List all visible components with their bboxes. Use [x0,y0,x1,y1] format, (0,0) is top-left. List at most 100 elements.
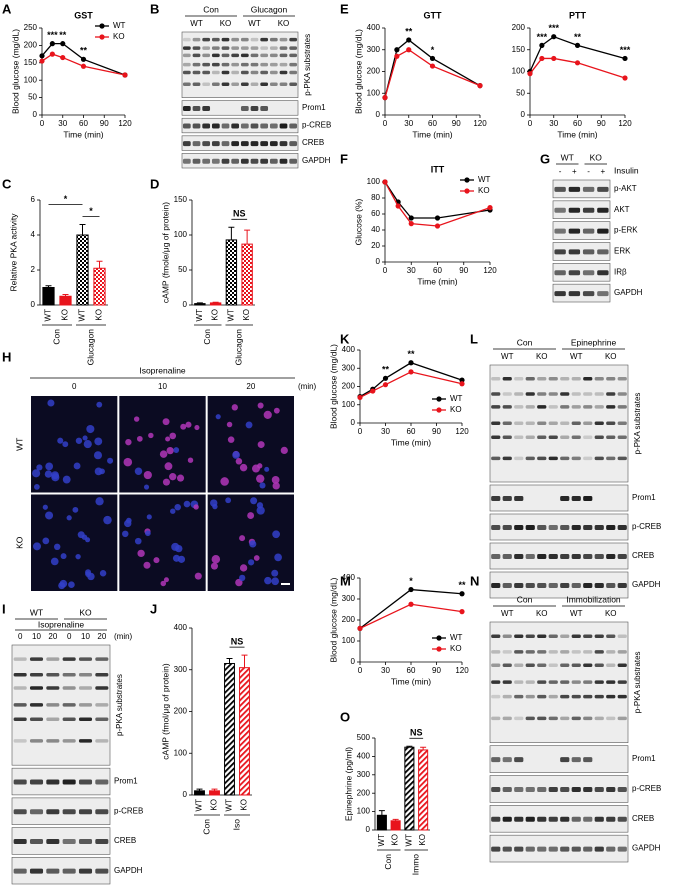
data-point [382,382,389,388]
band [62,686,76,690]
data-point [394,53,400,59]
band [491,694,501,699]
band [548,525,558,530]
band [597,207,609,213]
band [606,392,616,396]
y-tick-label: 400 [342,573,356,582]
error-bar [79,224,86,235]
blot-strip [11,827,111,855]
blot-row-label: CREB [632,551,654,560]
y-tick-label: 200 [367,67,381,76]
band [78,657,93,661]
band [548,650,558,654]
band [491,786,501,792]
band [537,435,547,440]
band [582,270,595,276]
data-point [551,34,557,40]
cell [174,503,181,511]
band [537,716,547,721]
cell [226,421,233,428]
cell [172,554,181,562]
band [502,377,512,381]
cell [60,553,67,560]
x-axis-label: Time (min) [391,676,431,686]
x-tick-label: 30 [381,427,390,436]
band [62,809,76,815]
cell [82,435,88,441]
cell [271,577,280,586]
blot-row-label: Prom1 [302,103,326,112]
band [231,62,240,67]
cell [193,504,199,510]
cell [93,451,103,460]
band [571,786,581,792]
band [571,496,581,501]
band [13,717,27,722]
band [62,838,76,844]
band [548,634,558,638]
lane-label: WT [570,352,583,361]
row-label: KO [14,536,24,549]
lane-label: WT [501,352,514,361]
band [46,673,60,677]
band [571,525,581,530]
cell [264,466,270,472]
blot-strip [181,135,299,151]
x-tick-label: WT [226,309,235,322]
band [594,392,604,396]
significance: ** [80,46,88,56]
blot-strip [489,805,629,833]
x-tick-label: 0 [358,427,363,436]
band [571,421,581,425]
band [289,70,298,75]
band [525,634,535,638]
cell [32,469,41,478]
band [560,634,570,638]
error-bar [212,301,219,303]
band [571,456,581,461]
legend-marker [436,396,442,402]
band [182,158,191,164]
y-tick-label: 200 [342,615,356,624]
x-tick-label: 0 [358,666,363,675]
band [560,554,570,559]
cell [185,421,192,428]
lane-label: 10 [81,632,90,641]
band [491,650,501,654]
cell [123,457,133,467]
lane-label: WT [570,609,583,618]
cell [256,506,265,515]
band [525,377,535,381]
band [13,779,27,785]
band [491,583,501,588]
legend-label: KO [450,405,462,414]
band [211,53,220,58]
band [62,703,76,707]
blot-strip [489,484,629,512]
data-point [574,60,581,66]
band [514,583,524,588]
band [279,82,288,87]
band [231,70,240,75]
band [13,809,27,815]
x-tick-label: 90 [459,266,468,275]
treatment-label: Insulin [614,165,639,175]
band [221,46,230,50]
group-label: Con [383,854,393,870]
band [583,525,593,530]
bar [194,790,205,796]
x-tick-label: KO [391,834,400,846]
band [548,435,558,440]
x-tick-label: 120 [118,119,132,128]
cell [257,441,265,449]
band [202,46,211,50]
band [617,554,627,559]
significance: ** [382,365,390,375]
y-tick-label: 50 [178,265,187,274]
y-tick-label: 200 [24,41,38,50]
blot-row-label: p-PKA substrates [633,393,642,455]
band [571,377,581,381]
y-axis-label: Glucose (%) [353,198,363,245]
band [537,663,547,667]
error-bar [45,285,52,288]
